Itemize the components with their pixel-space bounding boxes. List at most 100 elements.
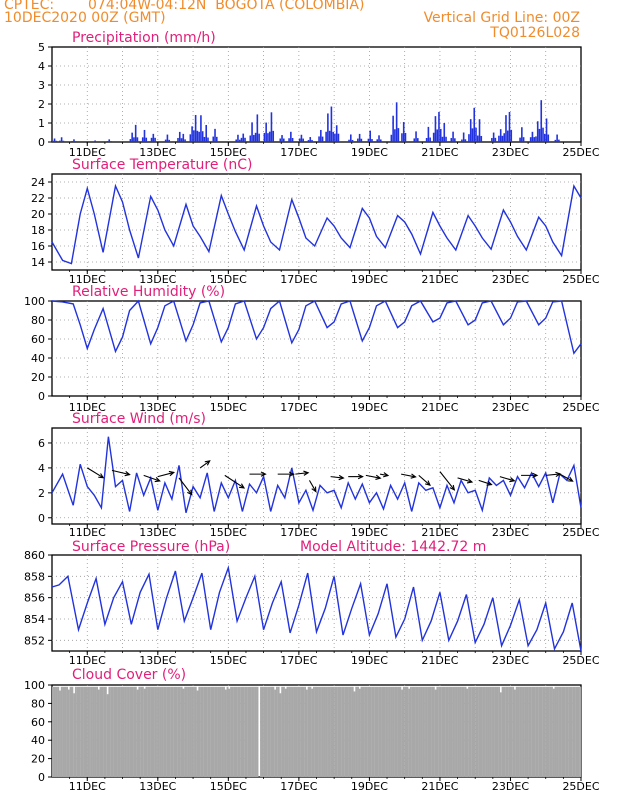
cloud-bar bbox=[277, 686, 280, 777]
cloud-bar bbox=[476, 686, 479, 777]
precip-bar bbox=[205, 124, 208, 142]
cloud-bar bbox=[99, 686, 102, 777]
temp-xtick-label: 25DEC bbox=[562, 273, 599, 286]
cloud-bar bbox=[448, 686, 451, 777]
precip-bar bbox=[131, 132, 133, 142]
cloud-bar bbox=[210, 686, 213, 777]
wind-vector-arrow bbox=[439, 471, 455, 491]
cloud-ytick-label: 60 bbox=[31, 716, 45, 729]
precip-bar bbox=[452, 131, 454, 142]
rh-xtick-label: 11DEC bbox=[69, 401, 106, 414]
cloud-bar bbox=[89, 686, 91, 777]
cloud-bar bbox=[378, 686, 381, 777]
pres-ytick-label: 860 bbox=[24, 549, 45, 562]
precip-bar bbox=[200, 115, 202, 142]
precip-bar bbox=[351, 139, 354, 142]
wind-vector-head bbox=[288, 471, 295, 477]
precip-bar bbox=[506, 130, 509, 142]
rh-ytick-label: 0 bbox=[38, 390, 45, 403]
cloud-bar bbox=[570, 686, 573, 777]
precip-bar bbox=[311, 139, 313, 142]
wind-vector-arrow bbox=[379, 473, 389, 477]
wind-vector-head bbox=[567, 476, 574, 482]
cloud-bar bbox=[489, 686, 492, 777]
cloud-bar bbox=[208, 686, 211, 777]
cloud-bar bbox=[517, 686, 520, 777]
cloud-bar bbox=[320, 686, 322, 777]
precip-bar bbox=[395, 102, 398, 142]
cloud-ytick-label: 80 bbox=[31, 697, 45, 710]
cloud-bar bbox=[290, 686, 292, 777]
cloud-bar bbox=[529, 686, 532, 777]
precip-bar bbox=[194, 114, 197, 142]
cloud-bar bbox=[543, 686, 546, 777]
cloud-bar bbox=[55, 686, 58, 777]
precip-ytick-label: 1 bbox=[38, 117, 45, 130]
precip-bar bbox=[178, 131, 181, 142]
precip-bar bbox=[432, 132, 435, 142]
cloud-bar bbox=[316, 686, 319, 777]
cloud-bar bbox=[164, 686, 167, 777]
cloud-bar bbox=[108, 686, 111, 777]
wind-series-line bbox=[51, 436, 582, 513]
cloud-bar bbox=[446, 686, 449, 777]
wind-vector-arrow bbox=[224, 474, 245, 489]
cloud-bar bbox=[515, 686, 518, 777]
cloud-bar bbox=[175, 686, 178, 777]
cloud-bar bbox=[327, 686, 329, 777]
cloud-bar bbox=[452, 686, 455, 777]
cloud-bar bbox=[551, 686, 553, 777]
precip-bar bbox=[494, 137, 497, 142]
precip-bar bbox=[540, 100, 543, 142]
cloud-bar bbox=[182, 688, 185, 777]
cloud-bar bbox=[235, 686, 238, 777]
precip-bar bbox=[249, 135, 252, 142]
cloud-bar bbox=[134, 686, 137, 777]
precip-ytick-label: 3 bbox=[38, 79, 45, 92]
precip-bar bbox=[189, 134, 192, 142]
precip-bar bbox=[335, 125, 338, 142]
wind-vector-head bbox=[410, 473, 417, 479]
precip-bar bbox=[464, 139, 467, 142]
cloud-bar bbox=[60, 686, 63, 777]
precip-bar bbox=[536, 121, 539, 142]
cloud-bar bbox=[371, 686, 374, 777]
cloud-bar bbox=[265, 686, 268, 777]
precip-bar bbox=[272, 130, 275, 142]
cloud-bar bbox=[492, 686, 495, 777]
precip-bar bbox=[404, 132, 407, 142]
cloud-bar bbox=[401, 689, 404, 777]
rh-xtick-label: 13DEC bbox=[139, 401, 176, 414]
wind-vector-arrow bbox=[157, 471, 174, 478]
cloud-bar bbox=[526, 686, 529, 777]
precip-bar bbox=[263, 132, 266, 142]
precip-bar bbox=[498, 135, 500, 142]
precip-bar bbox=[290, 131, 292, 142]
pres-xtick-label: 21DEC bbox=[421, 654, 458, 667]
precip-bar bbox=[133, 137, 135, 142]
cloud-bar bbox=[531, 686, 534, 777]
precip-bar bbox=[545, 118, 548, 142]
cloud-bar bbox=[110, 686, 113, 777]
cloud-bar bbox=[364, 686, 367, 777]
cloud-bar bbox=[230, 686, 232, 777]
cloud-bar bbox=[148, 686, 151, 777]
header-location: 074:04W-04:12N BOGOTA (COLOMBIA) bbox=[88, 0, 365, 13]
cloud-bar bbox=[485, 686, 488, 777]
cloud-bar bbox=[159, 686, 162, 777]
rh-xtick-label: 15DEC bbox=[210, 401, 247, 414]
cloud-bar bbox=[288, 686, 291, 777]
cloud-bar bbox=[184, 686, 187, 777]
pres-xtick-label: 19DEC bbox=[351, 654, 388, 667]
cloud-bar bbox=[459, 686, 462, 777]
header-date: 10DEC2020 00Z (GMT) bbox=[4, 10, 166, 26]
cloud-bar bbox=[439, 686, 442, 777]
cloud-bar bbox=[478, 686, 481, 777]
pres-ytick-label: 856 bbox=[24, 592, 45, 605]
cloud-bar bbox=[362, 686, 365, 777]
precip-bar bbox=[302, 138, 304, 142]
cloud-bar bbox=[425, 686, 428, 777]
cloud-bar bbox=[81, 686, 84, 777]
rh-ytick-label: 60 bbox=[31, 333, 45, 346]
cloud-bar bbox=[503, 686, 506, 777]
